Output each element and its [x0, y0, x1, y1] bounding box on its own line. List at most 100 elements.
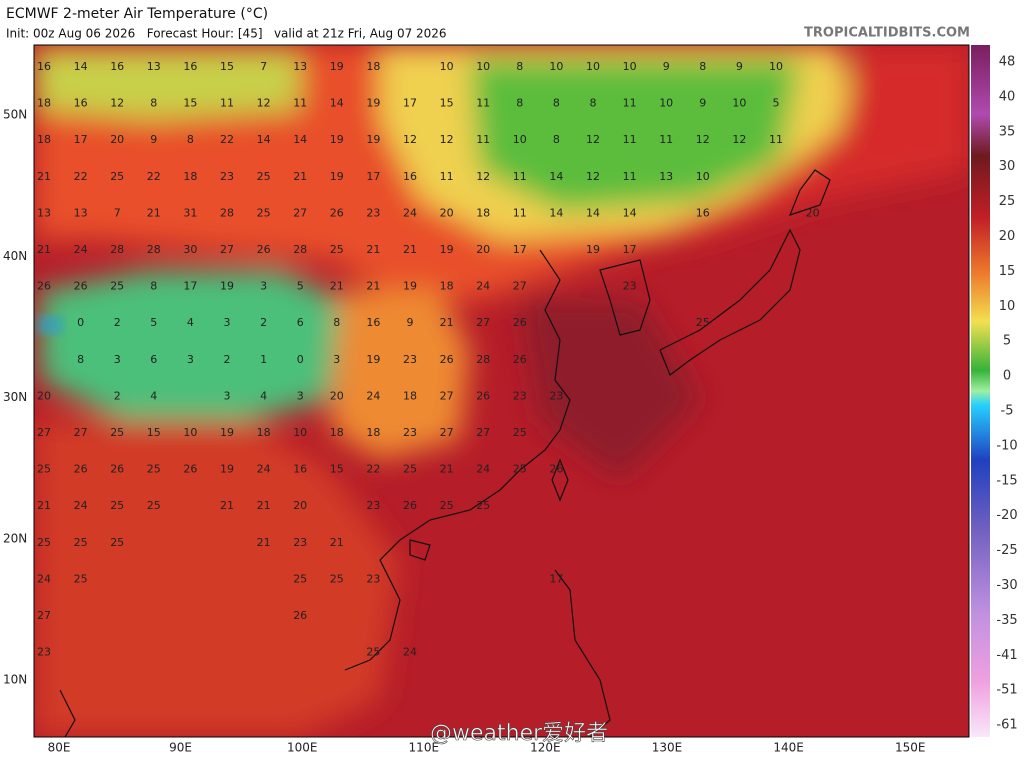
temperature-label: 0 [77, 316, 84, 329]
temperature-label: 7 [260, 60, 267, 73]
temperature-label: 15 [183, 97, 197, 110]
temperature-label: 24 [74, 499, 88, 512]
temperature-label: 8 [150, 97, 157, 110]
temperature-label: 28 [147, 243, 161, 256]
temperature-label: 23 [513, 389, 527, 402]
temperature-label: 9 [699, 97, 706, 110]
temperature-label: 6 [297, 316, 304, 329]
lon-label: 110E [409, 741, 440, 755]
temperature-label: 21 [257, 536, 271, 549]
temperature-label: 10 [696, 170, 710, 183]
temperature-label: 28 [293, 243, 307, 256]
temperature-label: 8 [553, 97, 560, 110]
temperature-label: 24 [476, 463, 490, 476]
temperature-label: 21 [440, 463, 454, 476]
temperature-label: 20 [440, 206, 454, 219]
temperature-label: 2 [260, 316, 267, 329]
colorbar-label: 0 [1003, 369, 1011, 384]
watermark: @weather爱好者 [430, 721, 608, 746]
subtitle: Init: 00z Aug 06 2026 Forecast Hour: [45… [6, 27, 447, 41]
temperature-label: 8 [150, 280, 157, 293]
temperature-label: 16 [696, 206, 710, 219]
temperature-label: 21 [37, 499, 51, 512]
lon-label: 130E [652, 741, 683, 755]
temperature-label: 14 [74, 60, 88, 73]
temperature-label: 8 [187, 133, 194, 146]
temperature-label: 12 [110, 97, 124, 110]
temperature-label: 15 [147, 426, 161, 439]
temperature-label: 26 [74, 463, 88, 476]
temperature-label: 12 [696, 133, 710, 146]
temperature-label: 14 [330, 97, 344, 110]
temperature-label: 28 [476, 353, 490, 366]
temperature-label: 2 [114, 316, 121, 329]
temperature-label: 7 [114, 206, 121, 219]
temperature-label: 3 [187, 353, 194, 366]
temperature-label: 19 [403, 280, 417, 293]
lon-label: 140E [773, 741, 804, 755]
temperature-label: 12 [440, 133, 454, 146]
colorbar-label: 30 [999, 159, 1016, 174]
temperature-label: 4 [150, 389, 157, 402]
colorbar-label: -15 [996, 473, 1017, 488]
temperature-label: 14 [549, 206, 563, 219]
colorbar-label: 10 [999, 299, 1016, 314]
temperature-label: 1 [260, 353, 267, 366]
temperature-label: 22 [366, 463, 380, 476]
temperature-label: 10 [769, 60, 783, 73]
temperature-label: 3 [114, 353, 121, 366]
temperature-label: 25 [403, 463, 417, 476]
temperature-label: 25 [330, 243, 344, 256]
temperature-label: 26 [513, 316, 527, 329]
lon-label: 90E [169, 741, 192, 755]
temperature-label: 11 [220, 97, 234, 110]
temperature-label: 27 [476, 426, 490, 439]
temperature-label: 21 [330, 536, 344, 549]
temperature-label: 13 [659, 170, 673, 183]
temperature-label: 23 [366, 206, 380, 219]
temperature-label: 25 [74, 536, 88, 549]
temperature-label: 18 [37, 97, 51, 110]
temperature-label: 8 [699, 60, 706, 73]
temperature-label: 8 [77, 353, 84, 366]
temperature-label: 19 [220, 280, 234, 293]
temperature-label: 21 [37, 170, 51, 183]
temperature-label: 27 [220, 243, 234, 256]
temperature-label: 26 [330, 206, 344, 219]
temperature-label: 20 [476, 243, 490, 256]
temperature-label: 25 [74, 572, 88, 585]
temperature-label: 2 [224, 353, 231, 366]
temperature-label: 2 [114, 389, 121, 402]
colorbar-label: 48 [999, 55, 1016, 70]
colorbar-label: -25 [996, 543, 1017, 558]
temperature-label: 13 [74, 206, 88, 219]
temperature-label: 25 [257, 170, 271, 183]
temperature-label: 12 [403, 133, 417, 146]
temperature-label: 10 [586, 60, 600, 73]
temperature-label: 25 [330, 572, 344, 585]
temperature-label: 0 [297, 353, 304, 366]
temperature-label: 9 [663, 60, 670, 73]
temperature-label: 17 [74, 133, 88, 146]
temperature-label: 11 [293, 97, 307, 110]
temperature-label: 24 [257, 463, 271, 476]
lon-label: 150E [895, 741, 926, 755]
temperature-label: 21 [330, 280, 344, 293]
temperature-label: 20 [293, 499, 307, 512]
temperature-label: 14 [293, 133, 307, 146]
temperature-label: 3 [260, 280, 267, 293]
lat-label: 30N [3, 390, 27, 404]
temperature-label: 27 [37, 426, 51, 439]
temperature-label: 20 [37, 389, 51, 402]
temperature-label: 26 [476, 389, 490, 402]
colorbar-label: 35 [999, 124, 1016, 139]
temperature-label: 12 [586, 133, 600, 146]
temperature-label: 8 [516, 97, 523, 110]
temperature-label: 20 [330, 389, 344, 402]
temperature-label: 23 [37, 646, 51, 659]
temperature-label: 24 [403, 206, 417, 219]
temperature-label: 5 [297, 280, 304, 293]
lat-label: 40N [3, 249, 27, 263]
temperature-label: 10 [659, 97, 673, 110]
temperature-label: 5 [773, 97, 780, 110]
